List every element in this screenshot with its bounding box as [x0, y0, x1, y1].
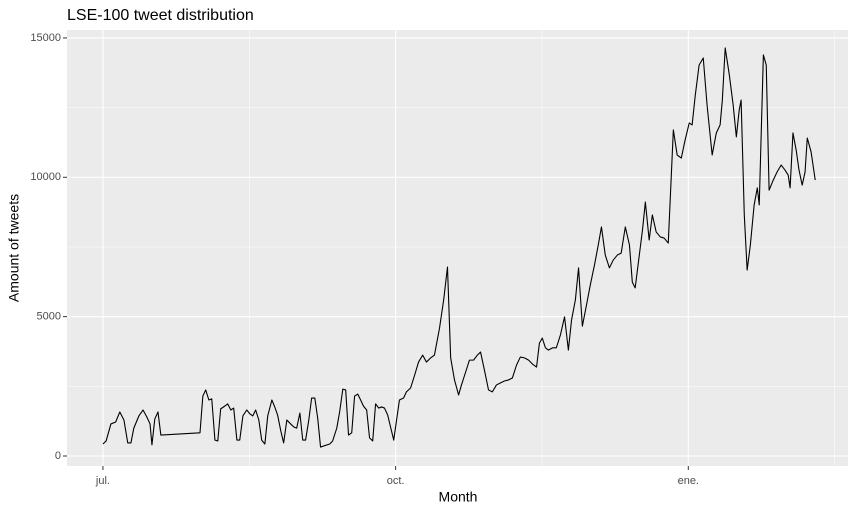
x-tick-label: jul.: [95, 475, 110, 487]
chart-title: LSE-100 tweet distribution: [67, 7, 254, 24]
x-axis-label: Month: [439, 489, 478, 505]
y-tick-label: 5000: [37, 311, 61, 323]
x-tick-label: ene.: [678, 475, 699, 487]
y-tick-label: 15000: [30, 32, 61, 44]
y-axis-label: Amount of tweets: [6, 194, 22, 302]
grid: [67, 30, 848, 466]
line: [102, 47, 816, 448]
y-tick-label: 10000: [30, 171, 61, 183]
x-tick-label: oct.: [387, 475, 405, 487]
y-tick-label: 0: [55, 450, 61, 462]
panel: [67, 30, 848, 466]
